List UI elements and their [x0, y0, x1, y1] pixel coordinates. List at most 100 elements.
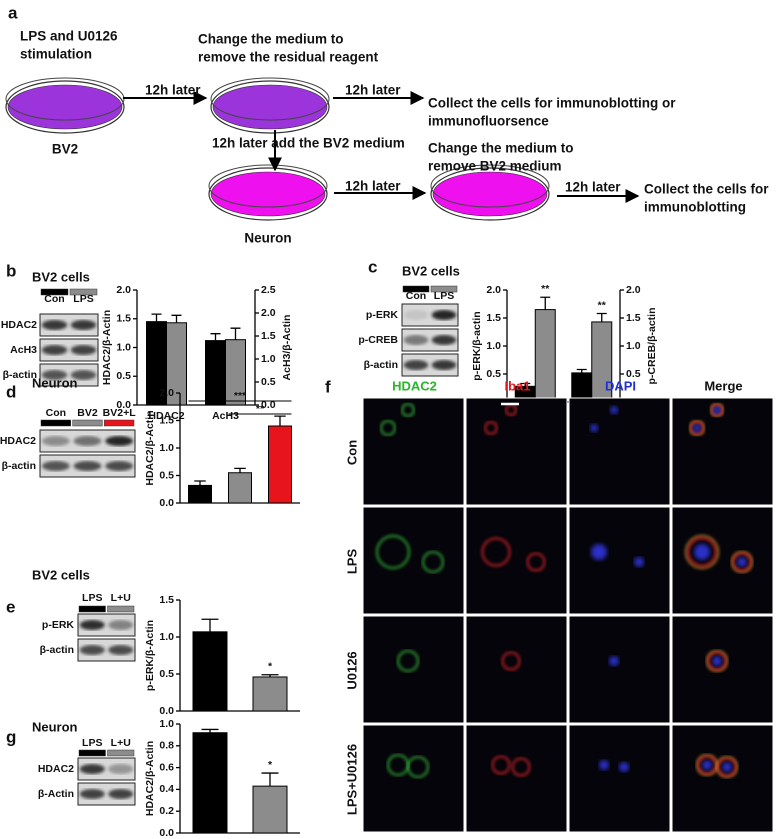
cell-dapi — [609, 656, 619, 666]
label: ** — [256, 403, 265, 415]
label: Collect the cells for — [644, 182, 769, 197]
micrograph — [362, 397, 465, 506]
blot-strip — [401, 303, 459, 327]
cell-dapi — [693, 424, 701, 432]
blot-strip — [77, 638, 136, 662]
label: 0.6 — [159, 761, 174, 773]
blot-strip — [401, 353, 459, 377]
cell-dapi — [712, 656, 722, 666]
label: U0126 — [344, 651, 359, 689]
micrograph — [568, 397, 671, 506]
blot-band — [108, 645, 134, 655]
blot-band — [79, 764, 105, 774]
label: 1.0 — [159, 718, 174, 730]
label: Con — [46, 407, 66, 419]
bar — [534, 309, 556, 403]
label: 1.0 — [486, 340, 501, 352]
label: a — [8, 3, 18, 22]
blot-band — [41, 461, 70, 471]
micrograph — [465, 724, 568, 833]
blot-band — [79, 620, 105, 630]
cell-hdac2 — [685, 535, 719, 569]
blot-band — [73, 461, 102, 471]
label: e — [6, 597, 15, 616]
blot-band — [70, 370, 97, 380]
label: g — [6, 727, 16, 746]
label: LPS — [82, 592, 102, 604]
label: L+U — [111, 737, 131, 749]
blot-band — [79, 789, 105, 799]
label: Merge — [704, 378, 742, 393]
label: 12h later — [345, 83, 401, 98]
label: HDAC2 — [1, 319, 37, 331]
label: HDAC2 — [148, 410, 184, 422]
label: 0.0 — [159, 497, 174, 509]
cell-iba1 — [717, 757, 737, 777]
label: L+U — [111, 592, 131, 604]
bar — [205, 340, 226, 406]
label: HDAC2/β-Actin — [144, 741, 156, 816]
label: ** — [598, 299, 607, 311]
label: 1.5 — [486, 312, 501, 324]
lane-key — [40, 288, 69, 296]
blot-band — [431, 360, 457, 370]
cell-hdac2 — [376, 535, 410, 569]
label: 1.5 — [159, 414, 174, 426]
cell-dapi — [599, 760, 609, 770]
label: p-ERK — [42, 619, 74, 631]
label: 0.5 — [626, 368, 641, 380]
dish-rim — [210, 77, 330, 121]
cell-hdac2 — [380, 420, 396, 436]
cell-hdac2 — [731, 551, 753, 573]
label: 1.5 — [626, 312, 641, 324]
micrograph — [362, 724, 465, 833]
error-bar — [261, 772, 279, 787]
label: remove the residual reagent — [198, 50, 379, 65]
micrograph — [671, 724, 774, 833]
blot-band — [70, 320, 97, 330]
label: 0.0 — [261, 399, 276, 411]
blot-band — [403, 360, 429, 370]
label: 0.8 — [159, 740, 174, 752]
label: 1.0 — [159, 442, 174, 454]
label: β-Actin — [38, 788, 74, 800]
label: 1.0 — [261, 353, 276, 365]
label: HDAC2 — [38, 763, 74, 775]
label: 12h later — [565, 180, 621, 195]
cell-iba1 — [687, 537, 717, 567]
label: immunofluorsence — [428, 114, 549, 129]
label: Iba1 — [504, 378, 530, 393]
cell-dapi — [634, 557, 644, 567]
label: 1.5 — [261, 330, 276, 342]
error-bar — [520, 382, 531, 387]
cell-dapi — [713, 406, 721, 414]
blot-strip — [401, 328, 459, 352]
cell-iba1 — [501, 651, 521, 671]
micrograph — [568, 506, 671, 615]
blot-band — [41, 320, 68, 330]
label: Neuron — [32, 375, 78, 390]
label: HDAC2/β-Actin — [101, 310, 113, 385]
label: Neuron — [32, 719, 78, 734]
blot-band — [41, 370, 68, 380]
micrograph — [465, 506, 568, 615]
error-bar — [234, 467, 246, 473]
label: Collect the cells for immunoblotting or — [428, 96, 676, 111]
label: LPS — [344, 549, 359, 575]
label: 0.5 — [261, 376, 276, 388]
cell-dapi — [619, 762, 629, 772]
label: DAPI — [605, 378, 636, 393]
error-bar — [201, 618, 219, 632]
label: Con — [344, 440, 359, 465]
label: AcH3 — [212, 410, 239, 422]
error-bar — [596, 312, 607, 322]
label: p-CREB/β-actin — [646, 308, 658, 385]
blot-band — [41, 345, 68, 355]
label: ** — [541, 283, 550, 295]
label: *** — [234, 390, 247, 402]
blot-strip — [39, 313, 99, 337]
dish-rim — [430, 164, 550, 208]
cell-iba1 — [511, 757, 531, 777]
cell-dapi — [737, 557, 747, 567]
error-bar — [576, 368, 587, 373]
